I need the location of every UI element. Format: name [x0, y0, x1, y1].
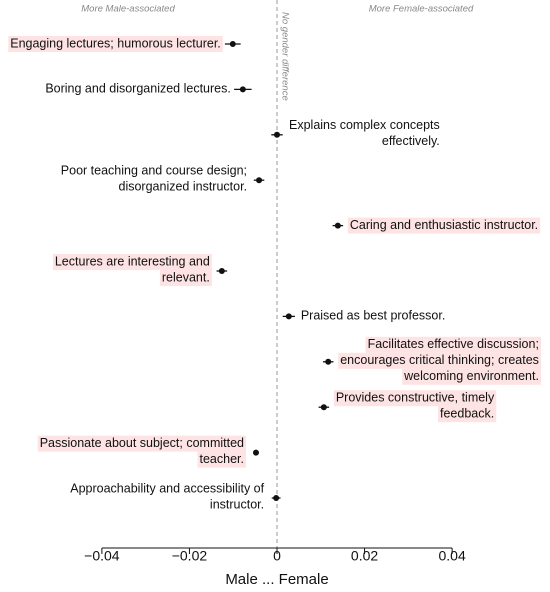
point-label: Provides constructive, timely — [336, 390, 495, 404]
point — [334, 222, 341, 229]
label-highlight — [438, 406, 497, 423]
point-label: encourages critical thinking; creates — [340, 353, 539, 367]
point-label: relevant. — [162, 270, 210, 284]
point — [229, 41, 236, 47]
point — [273, 495, 280, 501]
point — [274, 131, 280, 138]
point-label: instructor. — [210, 497, 264, 511]
label-highlight — [52, 254, 212, 270]
label-highlight — [402, 368, 541, 385]
point — [218, 268, 225, 274]
x-axis-label: Male ... Female — [225, 571, 328, 588]
point — [325, 358, 332, 365]
label-highlight — [159, 270, 212, 286]
label-highlight — [347, 217, 541, 234]
point — [320, 404, 327, 411]
x-tick-label: −0.02 — [172, 548, 208, 564]
zero-line-label: No gender difference — [279, 12, 290, 101]
point-label: Facilitates effective discussion; — [368, 337, 539, 351]
point-label: teacher. — [200, 452, 244, 466]
x-tick-label: 0 — [273, 548, 281, 564]
x-tick-label: 0.04 — [438, 548, 465, 564]
label-backgrounds — [8, 36, 541, 468]
point-label: effectively. — [382, 134, 440, 148]
label-highlight — [338, 352, 541, 369]
point — [252, 449, 259, 456]
point-label: Explains complex concepts — [289, 118, 440, 132]
point-label: Engaging lectures; humorous lecturer. — [10, 36, 221, 50]
label-highlight — [8, 36, 223, 52]
point-label: Caring and enthusiastic instructor. — [350, 218, 538, 232]
point-label: Boring and disorganized lectures. — [45, 82, 231, 96]
point-label: Poor teaching and course design; — [61, 163, 247, 177]
point-label: disorganized instructor. — [119, 179, 248, 193]
right-note: More Female-associated — [369, 4, 474, 15]
point-label: Praised as best professor. — [301, 309, 446, 323]
point-label: feedback. — [440, 406, 494, 420]
point-label: Approachability and accessibility of — [70, 481, 264, 495]
left-note: More Male-associated — [81, 4, 175, 15]
point-label: welcoming environment. — [403, 369, 539, 383]
point — [239, 86, 246, 93]
point-label: Lectures are interesting and — [55, 254, 210, 268]
point — [285, 313, 292, 320]
x-tick-label: 0.02 — [351, 548, 378, 564]
x-tick-label: −0.04 — [84, 548, 120, 564]
label-highlight — [365, 336, 541, 353]
label-highlight — [197, 451, 246, 468]
point — [256, 177, 263, 184]
label-highlight — [333, 390, 497, 407]
point-label: Passionate about subject; committed — [40, 436, 244, 450]
label-highlight — [37, 435, 246, 452]
